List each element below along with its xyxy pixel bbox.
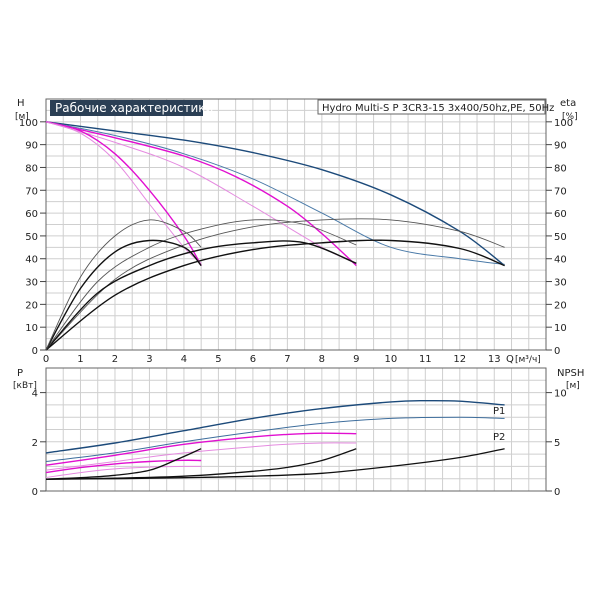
right-tick-label: 10 [554,323,567,334]
left-tick-label: 60 [25,209,38,220]
annotation-p2: P2 [493,432,505,443]
lower-panel: P [кВт] NPSH [м] 0 2 4 0 5 10 P1 P2 [13,367,584,498]
p1-curve-0 [45,399,505,454]
x-tick-label: 8 [319,354,325,365]
x-tick-label: 11 [419,354,432,365]
right-axis-label: eta [560,98,576,109]
right-tick-label: 20 [554,300,567,311]
chart-title: Рабочие характеристики [55,101,213,115]
left-axis-unit: [м] [15,112,29,122]
upper-tick-labels: 0102030405060708090100010203040506070809… [19,118,573,365]
head-curve-4 [45,121,202,266]
left-tick-label: 30 [25,278,38,289]
p1-curve-2 [45,432,357,466]
p1-curve-4 [45,459,202,474]
right-axis-unit: [%] [562,112,578,122]
right-tick-label: 10 [554,389,567,400]
left-tick-label: 20 [25,300,38,311]
right-tick-label: 40 [554,255,567,266]
head-curve-3 [45,121,357,264]
eta-curve-7 [45,218,505,351]
x-tick-label: 13 [488,354,501,365]
right-tick-label: 70 [554,186,567,197]
title-box [50,100,203,116]
lower-grid [45,367,547,492]
p2-curve-5 [45,465,202,478]
x-tick-label: 9 [353,354,359,365]
x-tick-label: 10 [384,354,397,365]
left-tick-label: 70 [25,186,38,197]
right-tick-label: 5 [554,438,560,449]
x-tick-label: 4 [181,354,187,365]
lower-tick-labels: 0 2 4 0 5 10 [32,389,567,498]
x-axis-label: Q [506,354,514,365]
model-label: Hydro Multi-S P 3CR3-15 3x400/50hz,PE, 5… [322,103,554,114]
right-tick-label: 30 [554,278,567,289]
left-axis-label: H [17,98,25,109]
x-tick-label: 3 [146,354,152,365]
right-tick-label: 90 [554,141,567,152]
npsh-curve-7 [45,448,357,480]
eta-curve-11 [45,219,202,351]
lower-right-axis-unit: [м] [566,381,580,391]
x-tick-label: 5 [215,354,221,365]
x-tick-label: 1 [77,354,83,365]
left-tick-label: 40 [25,255,38,266]
x-tick-label: 2 [112,354,118,365]
left-tick-label: 50 [25,232,38,243]
x-tick-label: 6 [250,354,256,365]
right-tick-label: 50 [554,232,567,243]
npsh-curve-8 [45,448,202,480]
x-tick-label: 12 [453,354,466,365]
left-tick-label: 2 [32,438,38,449]
left-tick-label: 10 [25,323,38,334]
upper-series [45,121,506,351]
x-tick-label: 0 [43,354,49,365]
head-curve-5 [45,121,202,264]
right-tick-label: 100 [554,118,573,129]
left-tick-label: 100 [19,118,38,129]
right-tick-label: 80 [554,163,567,174]
lower-series [45,399,505,480]
annotation-p1: P1 [493,406,505,417]
left-tick-label: 0 [32,487,38,498]
right-tick-label: 0 [554,346,560,357]
left-tick-label: 4 [32,389,38,400]
head-curve-2 [45,121,357,267]
left-tick-label: 90 [25,141,38,152]
eta-curve-9 [45,219,357,351]
p2-curve-1 [45,416,505,462]
left-tick-label: 0 [32,346,38,357]
right-tick-label: 0 [554,487,560,498]
right-tick-label: 60 [554,209,567,220]
head-curve-1 [45,121,505,265]
x-axis-unit: [м³/ч] [515,355,541,365]
x-tick-label: 7 [284,354,290,365]
head-curve-0 [45,121,506,267]
lower-left-axis-unit: [кВт] [13,381,37,391]
left-tick-label: 80 [25,163,38,174]
upper-panel: Рабочие характеристики Hydro Multi-S P 3… [15,98,578,365]
model-box [317,99,546,115]
p2-curve-3 [45,442,357,471]
eta-curve-8 [45,240,357,351]
eta-curve-6 [45,239,505,351]
lower-left-axis-label: P [17,368,23,379]
lower-right-axis-label: NPSH [557,368,584,379]
lower-frame [45,367,547,492]
eta-curve-10 [45,239,202,351]
upper-frame [45,98,547,351]
